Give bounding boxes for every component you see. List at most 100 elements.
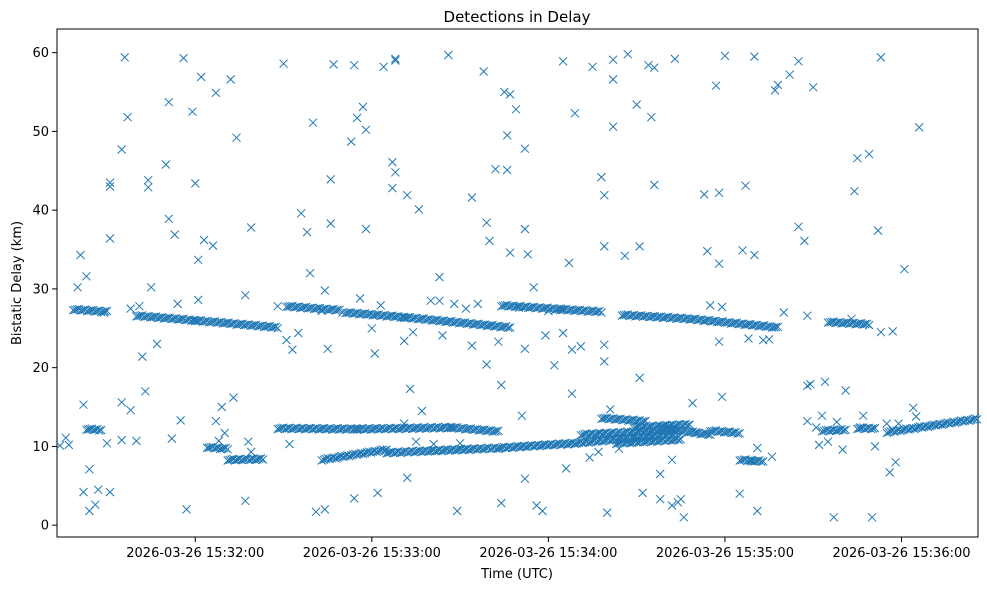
data-point [452, 506, 462, 516]
x-axis: 2026-03-26 15:32:00 2026-03-26 15:33:00 20… [126, 537, 971, 561]
data-point [143, 175, 153, 185]
data-point [870, 442, 880, 451]
data-point [750, 52, 759, 61]
data-point [323, 344, 333, 354]
data-point [667, 455, 677, 465]
data-point [246, 447, 256, 457]
data-point [564, 258, 574, 268]
data-point [505, 248, 515, 258]
data-point [655, 494, 665, 504]
data-point [649, 180, 659, 190]
data-point [256, 454, 266, 463]
data-point [479, 67, 489, 76]
x-tick-label: 2026-03-26 15:35:00 [656, 546, 794, 561]
data-point [608, 55, 618, 65]
data-point [449, 299, 459, 309]
data-point [758, 457, 768, 466]
data-point [820, 377, 830, 387]
data-point [137, 352, 147, 361]
x-tick-label: 2026-03-26 15:34:00 [479, 546, 617, 561]
data-point [285, 439, 294, 449]
data-point [370, 349, 380, 358]
data-point [494, 426, 503, 436]
data-point [599, 357, 609, 366]
data-point [717, 392, 727, 402]
chart-title: Detections in Delay [444, 8, 591, 26]
data-point [502, 130, 512, 140]
data-point [561, 464, 571, 473]
data-point [808, 82, 818, 92]
data-point [438, 331, 447, 340]
data-point [970, 414, 980, 423]
data-point [414, 205, 424, 214]
data-point [764, 334, 774, 344]
data-point [900, 264, 909, 274]
data-point [599, 242, 609, 251]
data-point [196, 72, 206, 82]
data-point [335, 305, 344, 315]
data-point [800, 236, 809, 246]
y-tick-label: 30 [32, 282, 49, 297]
data-point [802, 381, 812, 391]
data-point [349, 60, 359, 70]
data-point [756, 457, 766, 467]
data-point [64, 440, 74, 450]
data-point [102, 306, 112, 316]
data-point [135, 301, 144, 311]
data-point [769, 323, 779, 332]
data-point [85, 464, 94, 474]
data-point [597, 308, 606, 317]
data-point [864, 149, 874, 159]
data-point [258, 455, 268, 464]
data-point [850, 186, 859, 196]
data-point [164, 214, 174, 224]
data-point [220, 428, 230, 438]
data-point [805, 379, 815, 389]
data-point [529, 282, 539, 292]
data-point [408, 327, 418, 337]
data-point [79, 487, 88, 497]
data-point [882, 419, 892, 428]
data-point [379, 62, 388, 72]
data-point [402, 190, 412, 200]
data-point [123, 112, 132, 122]
x-tick-label: 2026-03-26 15:32:00 [126, 546, 264, 561]
data-point [100, 307, 110, 316]
data-point [211, 88, 221, 98]
data-point [567, 389, 577, 399]
data-point [361, 125, 371, 135]
data-point [785, 70, 795, 80]
data-point [302, 227, 312, 237]
data-point [538, 506, 547, 516]
data-point [273, 323, 283, 333]
data-point [644, 60, 653, 70]
data-point [105, 487, 115, 497]
data-point [102, 438, 112, 448]
data-point [773, 322, 783, 332]
data-point [505, 90, 515, 99]
data-point [140, 386, 150, 396]
data-point [858, 411, 868, 421]
data-point [117, 435, 127, 445]
data-point [705, 301, 715, 310]
data-point [972, 415, 982, 424]
data-point [770, 86, 780, 95]
data-point [226, 75, 235, 84]
data-point [82, 425, 91, 435]
data-point [308, 118, 318, 128]
data-markers [55, 49, 982, 522]
data-point [273, 301, 283, 311]
data-point [517, 411, 527, 421]
data-point [735, 428, 745, 438]
data-point [223, 444, 233, 454]
data-point [411, 437, 421, 447]
data-point [485, 236, 494, 246]
data-point [867, 512, 877, 522]
data-point [908, 403, 918, 413]
data-point [232, 133, 241, 143]
data-point [373, 488, 383, 498]
data-point [473, 299, 483, 309]
data-point [503, 323, 513, 333]
